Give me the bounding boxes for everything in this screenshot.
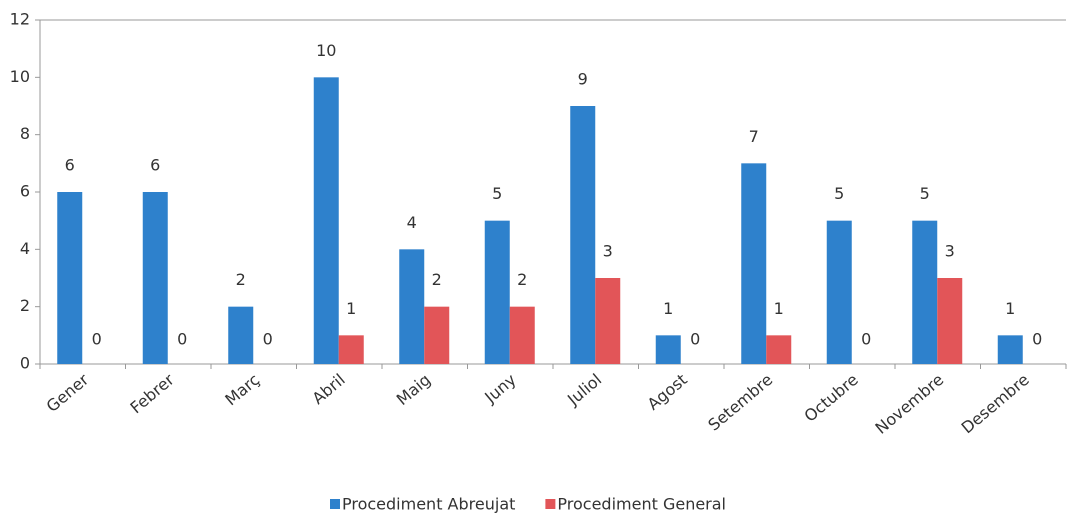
data-label: 1 — [1005, 299, 1015, 318]
data-label: 1 — [774, 299, 784, 318]
data-label: 5 — [492, 184, 502, 203]
bar — [655, 335, 681, 364]
x-tick-label: Juny — [480, 370, 519, 407]
y-tick-label: 8 — [20, 124, 30, 143]
bar — [509, 306, 535, 364]
data-label: 1 — [346, 299, 356, 318]
bar — [595, 278, 621, 364]
y-tick-label: 12 — [10, 10, 30, 29]
bar — [313, 77, 339, 364]
data-label: 0 — [861, 330, 871, 349]
data-label: 7 — [749, 127, 759, 146]
x-tick-label: Novembre — [872, 370, 948, 438]
y-tick-label: 2 — [20, 296, 30, 315]
data-label: 4 — [407, 213, 417, 232]
y-tick-label: 10 — [10, 67, 30, 86]
x-tick-label: Desembre — [958, 370, 1033, 437]
data-label: 2 — [236, 270, 246, 289]
bar — [937, 278, 963, 364]
legend-label: Procediment General — [557, 495, 726, 514]
data-label: 6 — [150, 156, 160, 175]
bar — [424, 306, 450, 364]
bar — [57, 192, 83, 364]
data-label: 0 — [690, 330, 700, 349]
x-tick-label: Octubre — [800, 370, 861, 426]
data-label: 3 — [945, 242, 955, 261]
x-tick-label: Agost — [644, 370, 691, 414]
data-label: 2 — [432, 270, 442, 289]
x-tick-label: Juliol — [563, 370, 605, 410]
data-label: 3 — [603, 242, 613, 261]
data-label: 5 — [834, 184, 844, 203]
bar — [741, 163, 767, 364]
bar — [228, 306, 254, 364]
legend-swatch — [545, 499, 556, 509]
data-label: 0 — [1032, 330, 1042, 349]
legend-swatch — [330, 499, 340, 509]
data-label: 10 — [316, 41, 336, 60]
x-tick-label: Març — [221, 370, 263, 409]
x-tick-label: Setembre — [704, 370, 776, 435]
bar — [484, 220, 510, 364]
y-tick-label: 4 — [20, 239, 30, 258]
bar — [570, 106, 596, 364]
bar — [399, 249, 425, 364]
bar — [826, 220, 852, 364]
data-label: 2 — [517, 270, 527, 289]
y-tick-label: 6 — [20, 182, 30, 201]
data-label: 0 — [177, 330, 187, 349]
x-tick-label: Maig — [393, 370, 434, 409]
x-tick-label: Abril — [308, 370, 348, 408]
data-label: 1 — [663, 299, 673, 318]
x-tick-label: Febrer — [126, 370, 178, 418]
legend-label: Procediment Abreujat — [342, 495, 515, 514]
bar — [766, 335, 792, 364]
data-label: 6 — [65, 156, 75, 175]
bar — [997, 335, 1023, 364]
data-label: 5 — [920, 184, 930, 203]
data-label: 0 — [92, 330, 102, 349]
bar — [142, 192, 168, 364]
x-tick-label: Gener — [43, 370, 93, 416]
data-label: 0 — [263, 330, 273, 349]
data-label: 9 — [578, 70, 588, 89]
y-tick-label: 0 — [20, 354, 30, 373]
bar — [912, 220, 938, 364]
bar — [338, 335, 364, 364]
